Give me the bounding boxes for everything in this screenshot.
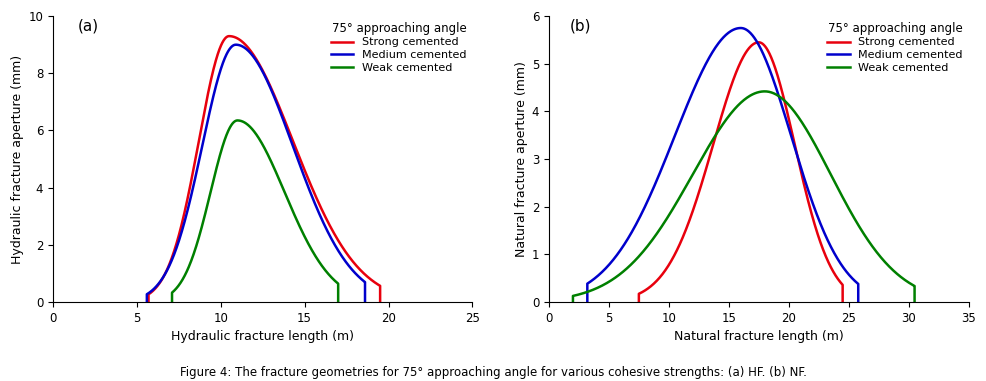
- Y-axis label: Natural fracture aperture (mm): Natural fracture aperture (mm): [514, 61, 528, 257]
- Legend: Strong cemented, Medium cemented, Weak cemented: Strong cemented, Medium cemented, Weak c…: [328, 19, 468, 75]
- X-axis label: Natural fracture length (m): Natural fracture length (m): [673, 330, 843, 343]
- Legend: Strong cemented, Medium cemented, Weak cemented: Strong cemented, Medium cemented, Weak c…: [824, 19, 964, 75]
- Text: (b): (b): [569, 19, 591, 34]
- X-axis label: Hydraulic fracture length (m): Hydraulic fracture length (m): [171, 330, 354, 343]
- Text: Figure 4: The fracture geometries for 75° approaching angle for various cohesive: Figure 4: The fracture geometries for 75…: [179, 366, 807, 379]
- Text: (a): (a): [78, 19, 99, 34]
- Y-axis label: Hydraulic fracture aperture (mm): Hydraulic fracture aperture (mm): [11, 54, 24, 264]
